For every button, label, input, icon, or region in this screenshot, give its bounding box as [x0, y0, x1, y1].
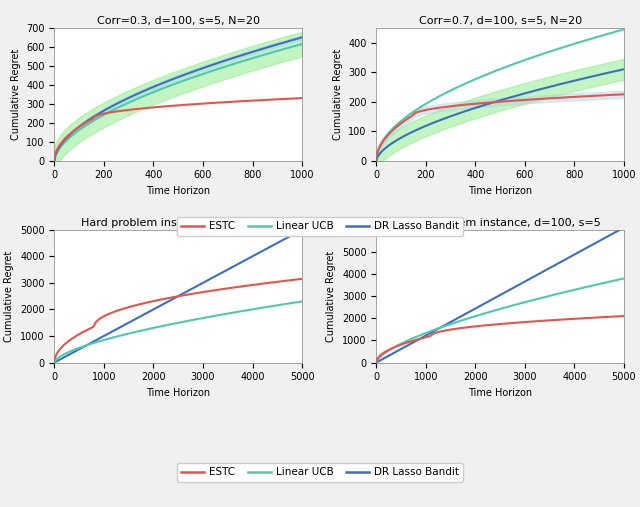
Legend: ESTC, Linear UCB, DR Lasso Bandit: ESTC, Linear UCB, DR Lasso Bandit [177, 218, 463, 236]
Title: Hard problem instance, d=30, s=5: Hard problem instance, d=30, s=5 [81, 218, 275, 228]
X-axis label: Time Horizon: Time Horizon [468, 388, 532, 398]
Title: Hard problem instance, d=100, s=5: Hard problem instance, d=100, s=5 [400, 218, 600, 228]
X-axis label: Time Horizon: Time Horizon [146, 388, 211, 398]
X-axis label: Time Horizon: Time Horizon [468, 186, 532, 196]
Y-axis label: Cumulative Regret: Cumulative Regret [326, 250, 337, 342]
X-axis label: Time Horizon: Time Horizon [146, 186, 211, 196]
Y-axis label: Cumulative Regret: Cumulative Regret [11, 49, 20, 140]
Y-axis label: Cumulative Regret: Cumulative Regret [4, 250, 15, 342]
Title: Corr=0.3, d=100, s=5, N=20: Corr=0.3, d=100, s=5, N=20 [97, 16, 260, 26]
Title: Corr=0.7, d=100, s=5, N=20: Corr=0.7, d=100, s=5, N=20 [419, 16, 582, 26]
Legend: ESTC, Linear UCB, DR Lasso Bandit: ESTC, Linear UCB, DR Lasso Bandit [177, 463, 463, 482]
Y-axis label: Cumulative Regret: Cumulative Regret [333, 49, 342, 140]
